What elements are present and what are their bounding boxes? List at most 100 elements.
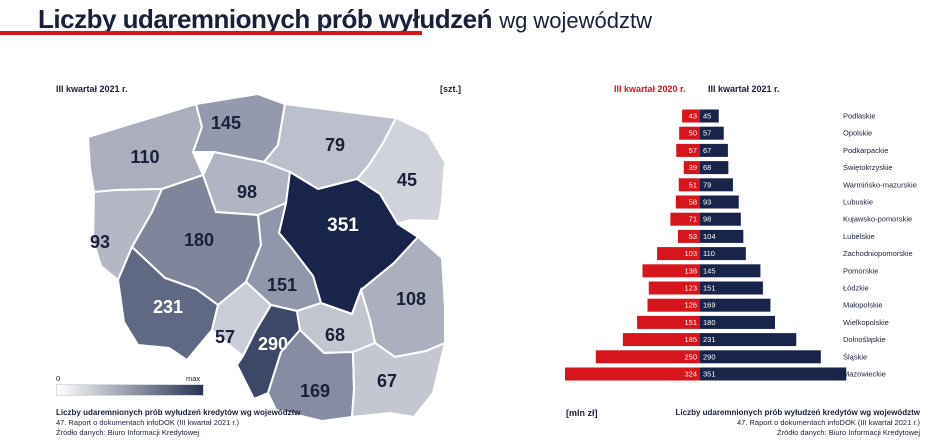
bar-2021-0 (700, 109, 719, 123)
map-caption-title: Liczby udaremnionych prób wyłudzeń kredy… (56, 408, 301, 417)
region-value-opolskie: 57 (215, 327, 235, 347)
label-2021-10: 151 (703, 283, 716, 292)
label-2020-3: 39 (689, 163, 697, 172)
bar-2020-5 (675, 195, 700, 209)
category-label-5: Lubuskie (843, 197, 873, 206)
category-label-7: Lubelskie (843, 232, 875, 241)
bar-2020-8 (657, 247, 700, 261)
region-value-zachodniopomorskie: 110 (130, 147, 159, 167)
bar-2021-1 (700, 126, 724, 140)
bars-caption-line1: 47. Raport o dokumentach infoDOK (III kw… (736, 418, 920, 427)
bar-2021-5 (700, 195, 739, 209)
label-2021-12: 180 (703, 318, 716, 327)
bar-2020-13 (622, 333, 700, 347)
bar-2021-13 (700, 333, 797, 347)
bar-2020-1 (679, 126, 700, 140)
region-value-lubelskie: 108 (396, 289, 426, 309)
label-2020-5: 58 (689, 197, 697, 206)
bar-2020-15 (565, 367, 700, 381)
bars-caption-line2: Źródło danych: Biuro Informacji Kredytow… (777, 428, 920, 437)
map-period-label: III kwartał 2021 r. (56, 84, 128, 94)
bar-2020-12 (637, 315, 700, 329)
bars-unit-label: [mln zł] (566, 408, 598, 418)
region-value-dolnoslaskie: 231 (153, 297, 183, 317)
label-2020-15: 324 (684, 369, 697, 378)
color-scale (56, 384, 204, 396)
category-label-1: Opolskie (843, 129, 872, 138)
label-2021-6: 98 (703, 215, 711, 224)
label-2021-8: 110 (703, 249, 715, 258)
bar-2021-14 (700, 350, 821, 364)
label-2020-0: 43 (689, 111, 697, 120)
bar-2021-2 (700, 143, 728, 157)
region-value-wielkopolskie: 180 (184, 230, 214, 250)
category-label-11: Małopolskie (843, 301, 883, 310)
region-malopolskie (266, 328, 356, 423)
bar-2021-10 (700, 281, 763, 295)
label-2020-14: 250 (684, 352, 697, 361)
region-value-pomorskie: 145 (211, 113, 241, 133)
bar-2021-15 (700, 367, 847, 381)
region-value-mazowieckie: 351 (327, 215, 359, 236)
page-title: Liczby udaremnionych prób wyłudzeń wg wo… (38, 4, 652, 35)
bar-2020-6 (670, 212, 700, 226)
label-2021-11: 169 (703, 301, 716, 310)
label-2021-9: 145 (703, 266, 716, 275)
region-value-warminsko-mazurskie: 79 (325, 135, 345, 155)
title-underline (0, 31, 422, 35)
bar-2020-4 (678, 178, 700, 192)
bar-2021-6 (700, 212, 741, 226)
bar-2020-9 (642, 264, 700, 278)
region-value-swietokrzyskie: 68 (325, 325, 345, 345)
label-2020-8: 103 (684, 249, 697, 258)
bar-2021-8 (700, 247, 746, 261)
label-2020-13: 185 (684, 335, 697, 344)
bar-2020-10 (648, 281, 700, 295)
bar-2021-4 (700, 178, 733, 192)
legend-2020: III kwartał 2020 r. (614, 84, 686, 94)
label-2021-14: 290 (703, 352, 716, 361)
category-label-8: Zachodniopomorskie (843, 249, 913, 258)
category-label-4: Warmińsko-mazurskie (843, 180, 917, 189)
region-podkarpackie (350, 341, 447, 419)
scale-min-label: 0 (56, 374, 61, 383)
bar-2021-12 (700, 315, 775, 329)
region-podlaskie (355, 116, 447, 226)
bar-2020-7 (677, 229, 700, 243)
category-label-6: Kujawsko-pomorskie (843, 215, 912, 224)
legend-2021: III kwartał 2021 r. (708, 84, 780, 94)
label-2020-4: 51 (689, 180, 697, 189)
category-label-0: Podlaskie (843, 111, 876, 120)
label-2020-2: 57 (689, 146, 697, 155)
label-2020-10: 123 (684, 283, 697, 292)
label-2021-2: 67 (703, 146, 711, 155)
label-2021-7: 104 (703, 232, 716, 241)
label-2020-7: 53 (689, 232, 697, 241)
label-2020-11: 126 (684, 301, 697, 310)
region-value-podlaskie: 45 (397, 170, 417, 190)
page-title-bold: Liczby udaremnionych prób wyłudzeń (38, 4, 492, 34)
label-2020-12: 151 (684, 318, 697, 327)
region-value-podkarpackie: 67 (377, 371, 397, 391)
bar-2020-14 (595, 350, 700, 364)
region-value-slaskie: 290 (258, 334, 288, 354)
page-title-light: wg województw (499, 8, 653, 33)
map-unit-label: [szt.] (440, 84, 461, 94)
category-label-9: Pomorskie (843, 266, 878, 275)
category-label-13: Dolnośląskie (843, 335, 886, 344)
bar-2020-3 (683, 161, 700, 175)
category-label-12: Wielkopolskie (843, 318, 889, 327)
bar-2020-11 (647, 298, 700, 312)
label-2021-13: 231 (703, 335, 716, 344)
map-caption: Liczby udaremnionych prób wyłudzeń kredy… (56, 408, 300, 438)
bars-caption-title: Liczby udaremnionych prób wyłudzeń kredy… (675, 408, 920, 417)
category-label-10: Łódzkie (843, 283, 869, 292)
region-value-lodzkie: 151 (267, 275, 297, 295)
label-2020-6: 71 (689, 215, 697, 224)
bar-2021-7 (700, 229, 744, 243)
label-2021-1: 57 (703, 129, 711, 138)
bar-2020-2 (676, 143, 700, 157)
category-label-15: Mazowieckie (843, 369, 886, 378)
label-2020-9: 138 (684, 266, 697, 275)
category-label-14: Śląskie (843, 352, 867, 361)
